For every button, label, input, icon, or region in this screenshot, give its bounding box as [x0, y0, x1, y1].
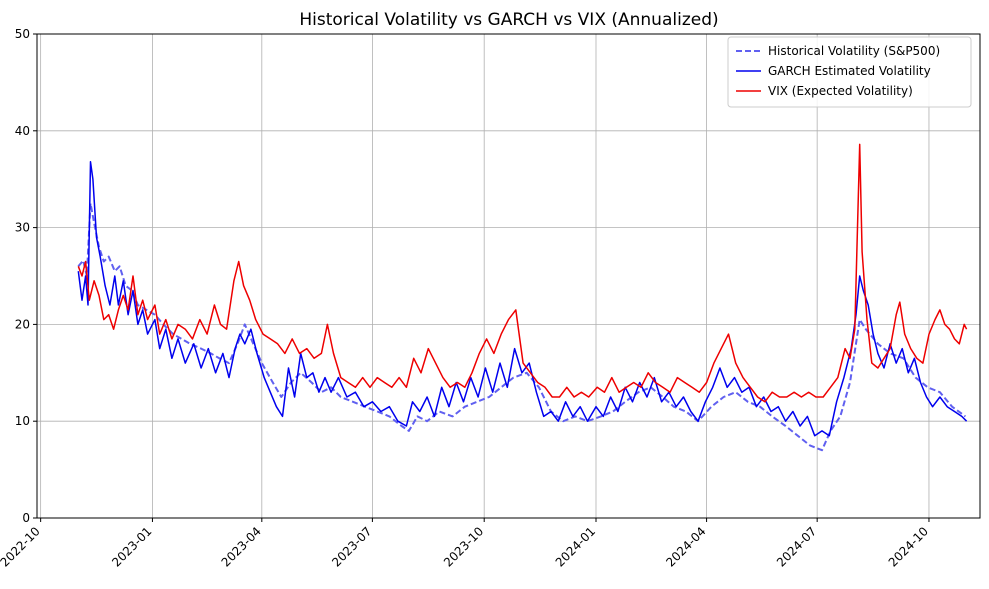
y-tick-label: 50 — [15, 27, 30, 41]
series-line-2 — [77, 161, 968, 437]
legend: Historical Volatility (S&P500) GARCH Esti… — [727, 36, 972, 108]
grid — [37, 33, 980, 519]
y-tick-label: 20 — [15, 317, 30, 331]
legend-label-3: VIX (Expected Volatility) — [768, 84, 913, 98]
y-tick-label: 40 — [15, 124, 30, 138]
legend-box — [727, 36, 972, 108]
legend-label-1: Historical Volatility (S&P500) — [768, 44, 940, 58]
plot-frame — [36, 33, 981, 519]
y-tick-label: 30 — [15, 221, 30, 235]
legend-label-2: GARCH Estimated Volatility — [768, 64, 931, 78]
series-lines — [77, 143, 968, 452]
y-tick-label: 10 — [15, 414, 30, 428]
y-tick-label: 0 — [22, 511, 30, 525]
series-line-3 — [77, 143, 968, 403]
chart-title: Historical Volatility vs GARCH vs VIX (A… — [299, 10, 718, 30]
series-line-1 — [77, 202, 966, 452]
